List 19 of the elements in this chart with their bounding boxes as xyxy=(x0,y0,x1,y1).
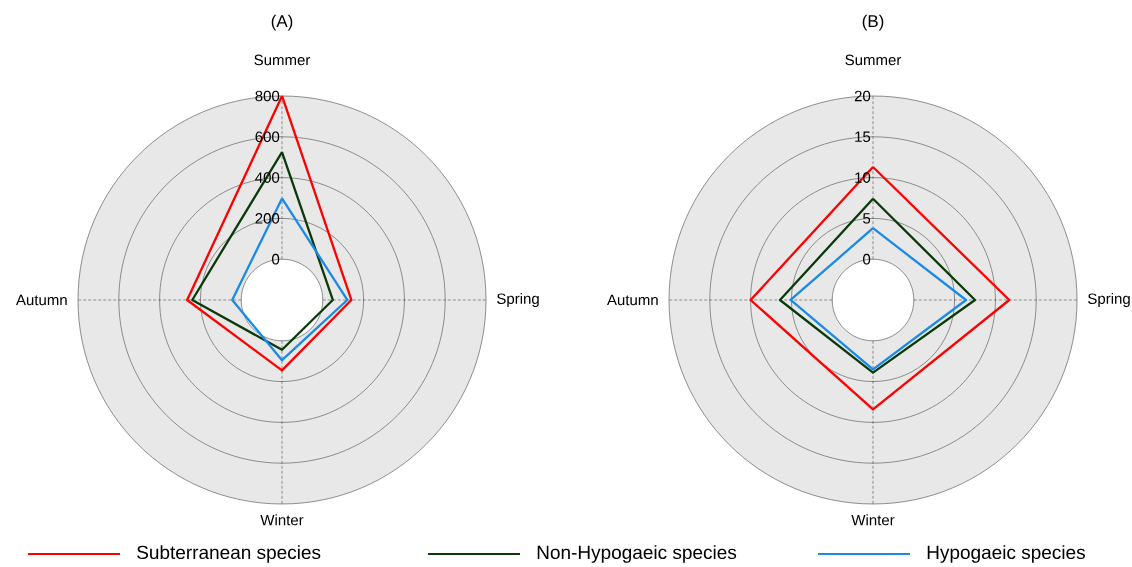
legend-label: Subterranean species xyxy=(137,545,321,563)
y-tick-label: 800 xyxy=(255,90,280,102)
spoke-label: Winter xyxy=(851,514,895,526)
y-tick-label: 0 xyxy=(863,253,871,265)
spoke-label: Summer xyxy=(845,54,902,66)
spoke-label: Autumn xyxy=(15,294,67,306)
chart-title: (B) xyxy=(862,14,884,31)
legend-label: Hypogaeic species xyxy=(927,545,1085,563)
spoke-label: Spring xyxy=(1088,293,1130,307)
spoke-label: Spring xyxy=(497,293,539,307)
y-tick-label: 5 xyxy=(863,213,871,224)
y-tick-label: 15 xyxy=(855,131,871,143)
y-tick-label: 0 xyxy=(272,253,280,265)
chart-title: (A) xyxy=(271,14,293,31)
y-tick-label: 20 xyxy=(854,90,871,102)
spoke-label: Summer xyxy=(254,54,311,66)
spoke-label: Autumn xyxy=(606,294,658,306)
legend-label: Non-Hypogaeic species xyxy=(537,545,737,563)
spoke-label: Winter xyxy=(260,514,304,526)
